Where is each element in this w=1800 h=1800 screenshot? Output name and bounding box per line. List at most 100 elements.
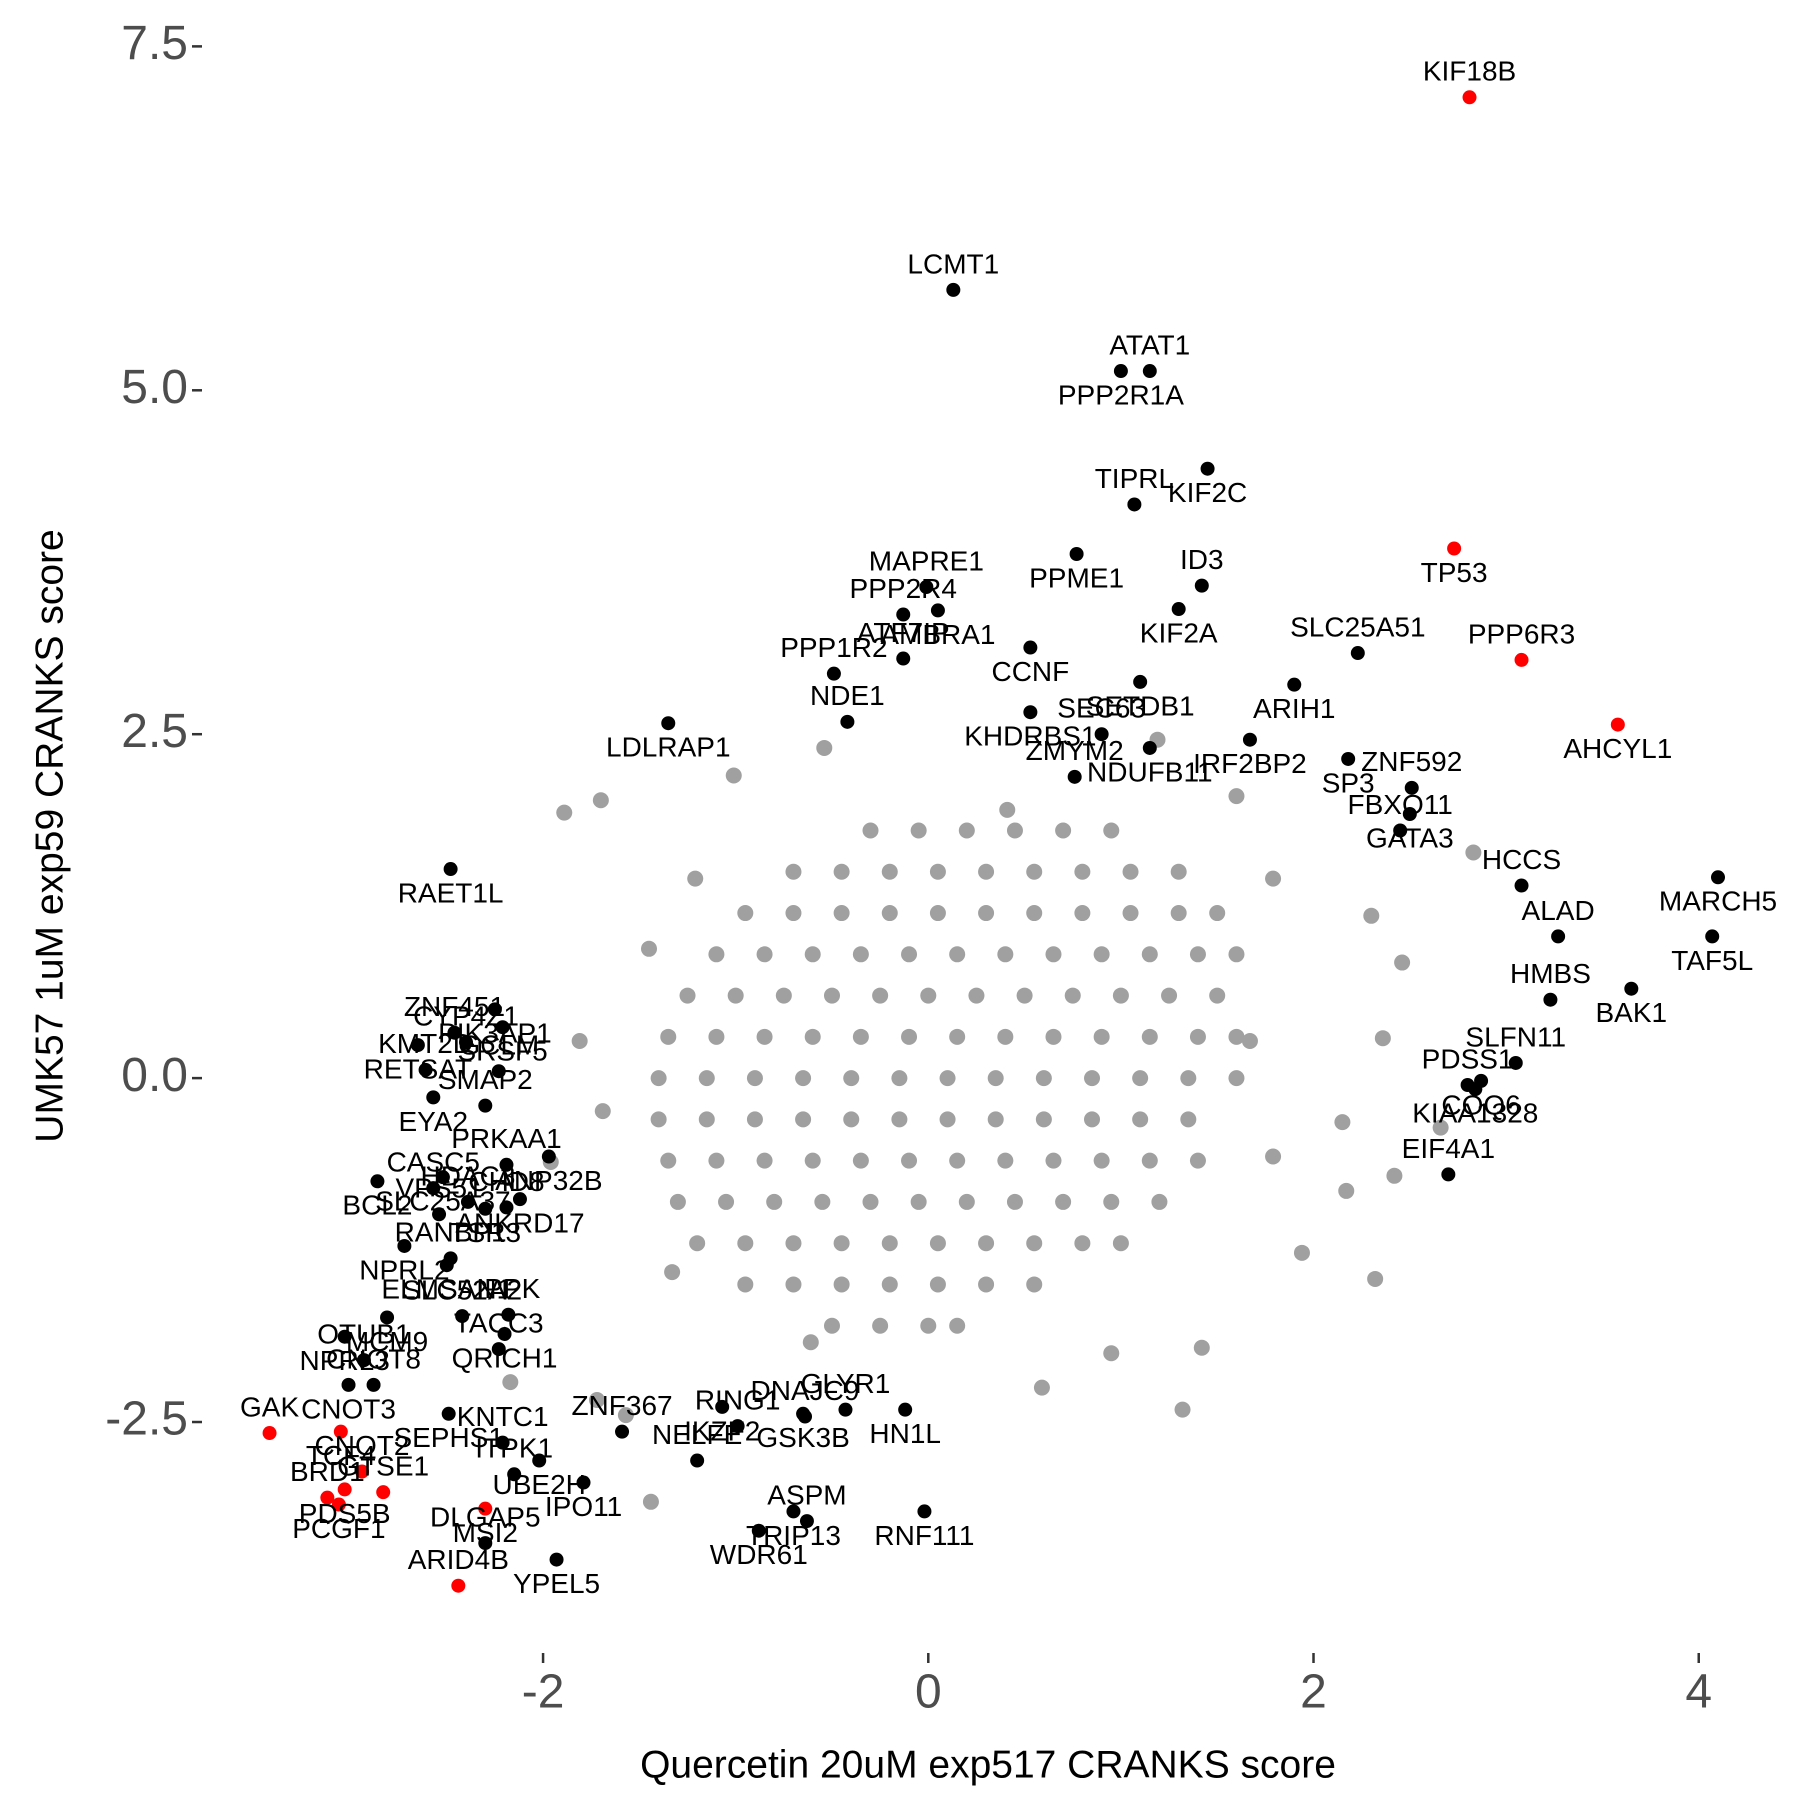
highlight-point (1133, 674, 1148, 689)
point-label: IPO11 (545, 1491, 622, 1522)
point (1132, 1111, 1149, 1128)
highlight-point (1462, 90, 1477, 105)
point-label: IPPK (476, 1273, 540, 1304)
point (1180, 1070, 1197, 1087)
point (862, 822, 879, 839)
point-label: ELMSAN1 (381, 1274, 512, 1305)
point-label: KIAA1328 (1412, 1098, 1538, 1129)
point-label: NDE1 (810, 680, 885, 711)
highlight-point (1508, 1055, 1523, 1070)
point (958, 1193, 975, 1210)
point-label: DNAJC9 (751, 1375, 860, 1406)
point (872, 1317, 889, 1334)
point-label: ANP32B (495, 1165, 602, 1196)
point (1228, 1028, 1245, 1045)
highlight-point (460, 1194, 475, 1209)
point (1026, 905, 1043, 922)
point (708, 946, 725, 963)
point-label: EYA2 (399, 1106, 469, 1137)
point (1045, 1028, 1062, 1045)
point (795, 1070, 812, 1087)
point-label: CHD8 (468, 1166, 544, 1197)
highlight-point (1551, 929, 1566, 944)
point (679, 987, 696, 1004)
point-label: CNOT8 (326, 1343, 421, 1374)
point (589, 1392, 605, 1409)
point-label: MARCH5 (1659, 886, 1777, 917)
point-label: TIPRL (1095, 463, 1174, 494)
point-label: NDUFB11 (1087, 756, 1213, 787)
y-tick-label: 0.0 (121, 1049, 188, 1102)
highlight-point (919, 580, 934, 595)
point (804, 946, 821, 963)
point (949, 1152, 966, 1169)
point-label: SMAP2 (438, 1064, 533, 1095)
point (737, 905, 754, 922)
highlight-point (320, 1490, 335, 1505)
point-label: NELFE (652, 1419, 742, 1450)
highlight-point (380, 1310, 395, 1325)
point (725, 767, 742, 784)
point (1132, 1070, 1149, 1087)
point (1064, 987, 1081, 1004)
highlight-point (337, 1482, 352, 1497)
point (1103, 822, 1120, 839)
highlight-point (751, 1523, 766, 1538)
point-label: KIF2C (1168, 477, 1247, 508)
point-label: ID3 (1180, 544, 1224, 575)
point (1189, 946, 1206, 963)
point-label: SETDB1 (1086, 690, 1195, 721)
point (901, 946, 918, 963)
point-label: TACC3 (454, 1308, 544, 1339)
point (708, 1028, 725, 1045)
point-label: CNOT3 (301, 1393, 396, 1424)
highlight-point (501, 1307, 516, 1322)
highlight-point (1171, 602, 1186, 617)
point (1112, 987, 1129, 1004)
point (1055, 822, 1072, 839)
point-label: LDLRAP1 (606, 732, 731, 763)
point (727, 987, 744, 1004)
point (785, 1276, 802, 1293)
point (1141, 1152, 1158, 1169)
highlight-point (786, 1504, 801, 1519)
point-label: PPP1R2 (780, 632, 887, 663)
highlight-point (690, 1453, 705, 1468)
point (910, 822, 927, 839)
point (978, 863, 995, 880)
point (881, 1235, 898, 1252)
point (978, 1235, 995, 1252)
point-label: ALAD (1522, 895, 1595, 926)
point-label: COQ6 (1441, 1089, 1520, 1120)
point (708, 1152, 725, 1169)
highlight-point (1023, 705, 1038, 720)
point (802, 1334, 819, 1351)
highlight-point (441, 1406, 456, 1421)
highlight-point (1113, 364, 1128, 379)
highlight-point (1067, 769, 1082, 784)
highlight-point (426, 1090, 441, 1105)
point-label: NPRL2 (359, 1254, 449, 1285)
highlight-point (432, 1207, 447, 1222)
point (756, 1152, 773, 1169)
highlight-point (615, 1424, 630, 1439)
point-label: IKZF2 (684, 1415, 760, 1446)
point (997, 946, 1014, 963)
point (1180, 1111, 1197, 1128)
point-label: SP3 (1322, 767, 1375, 798)
point (978, 905, 995, 922)
point (910, 1193, 927, 1210)
highlight-point (507, 1467, 522, 1482)
point (1174, 1401, 1191, 1418)
highlight-point (366, 1377, 381, 1392)
point-label: GTSE1 (337, 1451, 429, 1482)
highlight-point (917, 1504, 932, 1519)
point (594, 1103, 611, 1120)
point (929, 1276, 946, 1293)
highlight-point (730, 1419, 745, 1434)
point (1170, 905, 1187, 922)
point-label: RANBP1 (395, 1217, 507, 1248)
point (1363, 907, 1380, 924)
point-label: GLYR1 (801, 1368, 891, 1399)
